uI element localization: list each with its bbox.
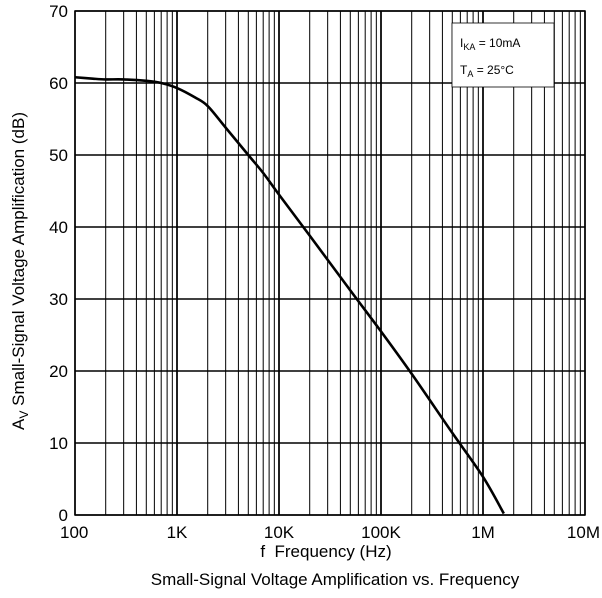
x-tick-label: 10M <box>567 523 600 542</box>
y-tick-label: 50 <box>49 146 68 165</box>
curve-layer <box>74 75 505 515</box>
plot-frame <box>74 10 586 516</box>
tick-labels: 0 10 20 30 40 50 60 70 100 1K 10K 100K 1M 10M <box>49 2 600 542</box>
x-tick-label: 100K <box>361 523 401 542</box>
amplification-curve <box>74 75 505 515</box>
annotation-box <box>451 22 555 88</box>
annotation-ta: TA = 25°C <box>460 63 514 79</box>
x-tick-label: 10K <box>264 523 295 542</box>
y-tick-label: 20 <box>49 362 68 381</box>
x-tick-label: 100 <box>60 523 88 542</box>
conditions-annotation: IKA = 10mA TA = 25°C <box>451 22 555 88</box>
y-tick-label: 60 <box>49 74 68 93</box>
y-tick-label: 70 <box>49 2 68 21</box>
annotation-ika: IKA = 10mA <box>460 36 520 52</box>
y-axis-label: AV Small-Signal Voltage Amplification (d… <box>9 112 31 430</box>
x-axis-label: f Frequency (Hz) <box>260 542 391 561</box>
chart-title: Small-Signal Voltage Amplification vs. F… <box>151 570 520 589</box>
x-tick-label: 1K <box>167 523 188 542</box>
y-tick-label: 40 <box>49 218 68 237</box>
y-tick-label: 10 <box>49 434 68 453</box>
y-tick-label: 30 <box>49 290 68 309</box>
x-tick-label: 1M <box>471 523 495 542</box>
y-tick-label: 0 <box>59 506 68 525</box>
